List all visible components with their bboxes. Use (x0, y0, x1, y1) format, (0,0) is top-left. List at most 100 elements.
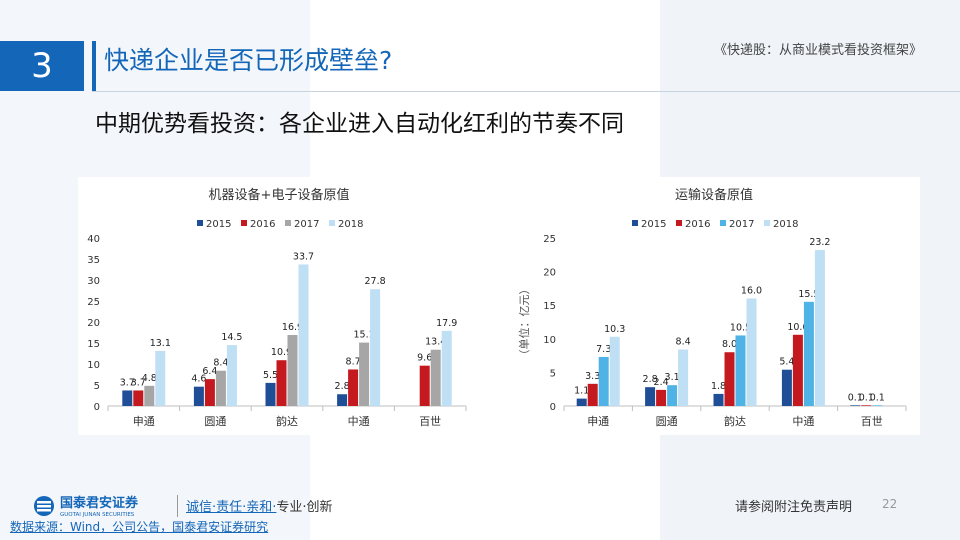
legend-label-2018: 2018 (773, 219, 798, 230)
legend-label-2017: 2017 (729, 219, 754, 230)
bar-2016-韵达 (276, 360, 287, 406)
data-label: 3.3 (585, 371, 600, 382)
bar-2016-百世 (419, 365, 430, 406)
chart-machinery-equipment: 机器设备+电子设备原值2015201620172018（单位：亿元）051015… (87, 187, 467, 428)
data-label: 3.7 (120, 377, 135, 388)
bar-2016-中通 (348, 369, 359, 406)
data-label: 33.7 (293, 251, 314, 262)
slogan-rest: 专业·创新 (276, 500, 333, 515)
data-label: 5.4 (779, 357, 794, 368)
bar-2018-圆通 (678, 349, 689, 406)
data-label: 10.6 (787, 322, 808, 333)
disclaimer-link[interactable]: 请参阅附注免责声明 (735, 500, 853, 515)
y-tick-label: 5 (550, 368, 556, 379)
data-label: 4.8 (142, 373, 157, 384)
legend-swatch-2017 (285, 220, 291, 226)
data-label: 5.5 (263, 370, 278, 381)
legend-swatch-2018 (329, 220, 335, 226)
data-label: 14.5 (221, 332, 242, 343)
title-accent-bar (92, 41, 96, 91)
x-tick-label: 韵达 (724, 414, 746, 428)
legend-swatch-2016 (241, 220, 247, 226)
y-tick-label: 25 (543, 234, 556, 245)
data-label: 8.4 (676, 337, 691, 348)
bar-2015-韵达 (713, 393, 724, 406)
bar-2017-韵达 (735, 335, 746, 406)
y-tick-label: 10 (87, 360, 100, 371)
legend-label-2016: 2016 (685, 219, 710, 230)
y-tick-label: 0 (550, 402, 556, 413)
data-label: 0.1 (859, 392, 874, 403)
bar-2018-申通 (609, 336, 620, 406)
legend-swatch-2018 (764, 220, 770, 226)
data-label: 1.8 (711, 381, 726, 392)
legend-label-2015: 2015 (641, 219, 666, 230)
x-tick-label: 韵达 (276, 414, 298, 428)
bar-2015-圆通 (193, 386, 204, 406)
report-title: 《快递股：从商业模式看投资框架》 (713, 43, 922, 58)
data-label: 16.9 (282, 322, 303, 333)
bar-2018-中通 (370, 289, 381, 406)
legend-swatch-2016 (676, 220, 682, 226)
data-label: 10.3 (604, 324, 625, 335)
page-title: 快递企业是否已形成壁垒? (104, 46, 393, 75)
data-label: 0.1 (870, 392, 885, 403)
y-tick-label: 25 (87, 297, 100, 308)
data-label: 13.1 (150, 338, 171, 349)
bar-2015-中通 (337, 394, 348, 406)
x-tick-label: 圆通 (656, 415, 678, 428)
legend-swatch-2017 (720, 220, 726, 226)
bar-2015-圆通 (645, 387, 656, 406)
y-tick-label: 5 (94, 381, 100, 392)
legend-label-2015: 2015 (206, 219, 231, 230)
bar-2016-圆通 (656, 389, 667, 406)
legend-label-2017: 2017 (294, 219, 319, 230)
section-number-badge: 3 (0, 41, 84, 91)
data-label: 27.8 (365, 276, 386, 287)
x-tick-label: 百世 (419, 415, 441, 428)
bar-2015-百世 (850, 405, 861, 406)
data-label: 10.9 (271, 347, 292, 358)
x-tick-label: 圆通 (204, 415, 226, 428)
data-label: 1.1 (574, 386, 589, 397)
bar-2017-百世 (430, 349, 441, 406)
slogan-highlight: 诚信·责任·亲和· (186, 500, 277, 515)
y-tick-label: 10 (543, 335, 556, 346)
y-tick-label: 40 (87, 234, 100, 245)
legend-swatch-2015 (197, 220, 203, 226)
data-label: 6.4 (202, 366, 217, 377)
company-logo: 国泰君安证券 GUOTAI JUNAN SECURITIES (32, 493, 172, 519)
data-label: 2.4 (654, 377, 669, 388)
data-label: 8.0 (722, 339, 737, 350)
data-label: 0.1 (848, 392, 863, 403)
chart-title: 运输设备原值 (675, 187, 753, 203)
data-label: 16.0 (741, 285, 762, 296)
data-label: 3.1 (665, 372, 680, 383)
chart-transport-equipment: 运输设备原值 2015 2016 2017 2018 （单位：亿元） 0 5 10 15 20 25 申… (517, 187, 907, 428)
bar-2016-百世 (861, 405, 872, 406)
bar-2016-韵达 (724, 352, 735, 406)
bar-2017-中通 (359, 342, 370, 406)
data-label: 10.5 (730, 322, 751, 333)
data-label: 8.4 (213, 358, 228, 369)
bar-2017-中通 (803, 301, 814, 406)
chart-title: 机器设备+电子设备原值 (209, 187, 350, 203)
bar-2018-韵达 (746, 298, 757, 406)
title-divider (92, 91, 960, 92)
logo-icon: 国泰君安证券 GUOTAI JUNAN SECURITIES (34, 495, 139, 518)
bar-2018-百世 (441, 330, 452, 406)
y-tick-label: 20 (543, 268, 556, 279)
bar-2017-申通 (144, 385, 155, 406)
logo-text: 国泰君安证券 (60, 495, 139, 511)
legend-label-2018: 2018 (338, 219, 363, 230)
y-tick-label: 15 (87, 339, 100, 350)
y-tick-label: 20 (87, 318, 100, 329)
data-label: 2.8 (643, 374, 658, 385)
y-axis-label: （单位：亿元） (517, 284, 531, 361)
bar-2018-圆通 (226, 345, 237, 406)
bar-2018-申通 (155, 350, 166, 406)
bar-2016-申通 (587, 383, 598, 406)
legend-label-2016: 2016 (250, 219, 275, 230)
chart-panel-machinery: 机器设备+电子设备原值2015201620172018（单位：亿元）051015… (78, 177, 480, 435)
x-tick-label: 百世 (861, 415, 883, 428)
